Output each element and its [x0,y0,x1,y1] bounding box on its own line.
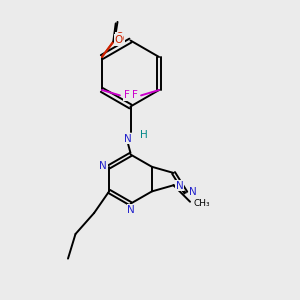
Text: N: N [99,161,107,171]
Text: N: N [127,205,135,215]
Text: N: N [124,134,132,144]
Text: O: O [116,32,124,43]
Text: F: F [124,90,130,100]
Text: H: H [140,130,148,140]
Text: CH₃: CH₃ [193,199,210,208]
Text: N: N [190,187,197,197]
Text: F: F [131,90,137,100]
Text: O: O [114,35,122,45]
Text: O: O [116,34,124,44]
Text: N: N [176,181,183,191]
